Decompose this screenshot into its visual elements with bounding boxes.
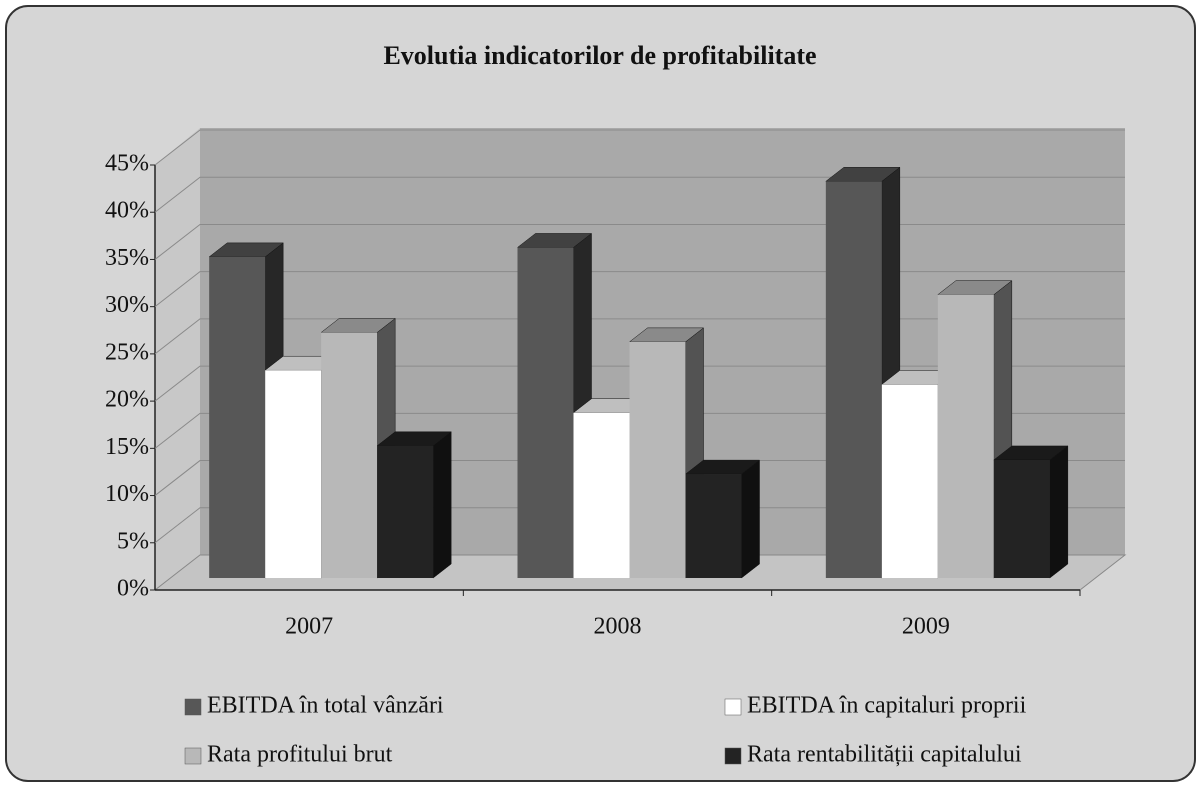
grid-line <box>154 318 1125 355</box>
y-tick-label: 30% <box>105 292 149 318</box>
legend-swatch <box>724 698 742 716</box>
bar <box>517 247 574 578</box>
y-tick-label: 25% <box>105 339 149 365</box>
y-tick-label: 10% <box>105 481 149 507</box>
legend-label: Rata profitului brut <box>207 742 393 768</box>
bar <box>377 445 434 578</box>
x-tick-label: 2008 <box>594 614 642 640</box>
bar <box>629 341 686 578</box>
legend-label: EBITDA în total vânzări <box>207 693 444 719</box>
y-tick-label: 35% <box>105 245 149 271</box>
bar <box>937 294 994 578</box>
grid-line <box>154 365 1125 402</box>
bar <box>685 474 742 578</box>
grid-line <box>154 460 1125 496</box>
bar <box>825 181 882 579</box>
legend-label: Rata rentabilității capitalului <box>747 742 1022 768</box>
grid-line <box>154 176 1125 213</box>
bar <box>993 459 1050 578</box>
bar-side <box>1049 445 1069 579</box>
x-tick-label: 2009 <box>902 614 950 640</box>
grid-line <box>154 412 1125 449</box>
grid-line <box>154 129 1125 166</box>
y-tick-label: 20% <box>105 387 149 413</box>
legend-swatch <box>724 747 742 765</box>
y-tick-label: 0% <box>117 576 149 602</box>
y-tick-label: 45% <box>105 151 149 177</box>
grid-line <box>154 271 1125 308</box>
x-tick-label: 2007 <box>285 614 333 640</box>
bars <box>208 166 1069 579</box>
legend-swatch <box>184 698 202 716</box>
bar <box>265 370 322 578</box>
bar <box>881 384 938 578</box>
side-wall <box>155 128 200 590</box>
bar-side <box>432 431 452 579</box>
grid-line <box>154 223 1125 260</box>
y-tick-label: 5% <box>117 528 149 554</box>
chart-title: Evolutia indicatorilor de profitabilitat… <box>383 41 816 70</box>
grid-line <box>154 507 1125 544</box>
y-tick-label: 40% <box>105 198 149 224</box>
y-tick-label: 15% <box>105 434 149 460</box>
grid <box>154 129 1125 544</box>
bar-side <box>741 459 760 579</box>
bar <box>321 332 378 578</box>
bar <box>209 256 266 578</box>
legend-label: EBITDA în capitaluri proprii <box>747 693 1027 719</box>
bar <box>573 412 630 578</box>
legend-swatch <box>184 747 202 765</box>
